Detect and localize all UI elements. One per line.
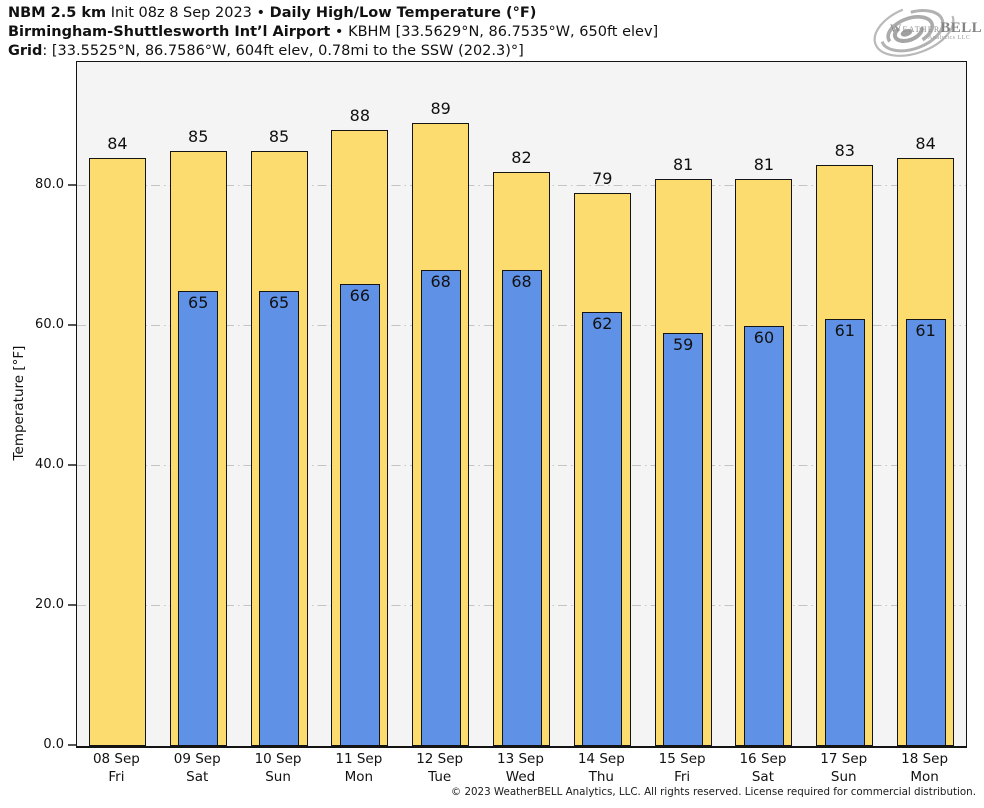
y-axis-title: Temperature [°F] (11, 345, 27, 461)
high-value-label: 89 (430, 98, 451, 118)
logo-subtitle: Analytics LLC (928, 35, 971, 41)
y-tick-label-40: 40.0 (35, 456, 64, 472)
high-value-label: 83 (834, 140, 855, 160)
low-bar: 68 (420, 269, 461, 746)
y-tick-20 (68, 604, 76, 606)
low-bar: 60 (743, 325, 784, 746)
x-tick-label: 09 Sep Sat (157, 750, 238, 786)
x-tick-label: 14 Sep Thu (561, 750, 642, 786)
high-value-label: 79 (592, 168, 613, 188)
y-tick-label-60: 60.0 (35, 316, 64, 332)
x-tick-day: Sun (265, 769, 291, 785)
high-value-label: 84 (107, 133, 128, 153)
x-tick-date: 10 Sep (254, 751, 302, 767)
x-tick-date: 12 Sep (416, 751, 464, 767)
x-tick-date: 11 Sep (335, 751, 383, 767)
plot-area: 84 85 65 85 65 88 66 89 68 82 68 79 62 81 59 81 60 83 61 84… (76, 61, 967, 748)
x-tick-label: 16 Sep Sat (723, 750, 804, 786)
low-value-label: 66 (349, 285, 371, 305)
low-value-label: 65 (268, 292, 290, 312)
station-details: • KBHM [33.5629°N, 86.7535°W, 650ft elev… (330, 24, 659, 40)
x-tick-date: 09 Sep (173, 751, 221, 767)
low-bar: 65 (178, 290, 219, 746)
x-tick-day: Tue (428, 769, 452, 785)
low-bar: 61 (824, 318, 865, 746)
x-tick-label: 12 Sep Tue (399, 750, 480, 786)
logo-bell-text: BELL (940, 20, 983, 36)
x-tick-day: Mon (910, 769, 939, 785)
high-value-label: 88 (349, 105, 371, 125)
high-value-label: 85 (268, 126, 290, 146)
low-value-label: 65 (188, 292, 209, 312)
x-tick-day: Sun (830, 769, 857, 785)
y-tick-60 (68, 324, 76, 326)
x-tick-date: 17 Sep (820, 751, 868, 767)
x-tick-day: Mon (344, 769, 374, 785)
y-tick-40 (68, 464, 76, 466)
station-name: Birmingham-Shuttlesworth Int’l Airport (8, 24, 331, 40)
x-tick-label: 08 Sep Fri (76, 750, 157, 786)
x-tick-date: 16 Sep (739, 751, 787, 767)
y-tick-80 (68, 184, 76, 186)
low-value-label: 68 (511, 271, 532, 291)
weatherbell-logo: WeatherBELL Analytics LLC (868, 2, 982, 58)
x-tick-label: 11 Sep Mon (318, 750, 399, 786)
x-tick-label: 13 Sep Wed (480, 750, 561, 786)
x-tick-day: Wed (505, 769, 536, 785)
high-value-label: 81 (672, 154, 694, 174)
low-value-label: 61 (915, 320, 936, 340)
title-line-3: Grid: [33.5525°N, 86.7586°W, 604ft elev,… (8, 42, 658, 61)
high-bar (88, 157, 146, 746)
low-bar: 65 (259, 290, 300, 746)
model-name: NBM 2.5 km (8, 5, 107, 21)
x-tick-date: 08 Sep (92, 751, 140, 767)
grid-details: : [33.5525°N, 86.7586°W, 604ft elev, 0.7… (42, 43, 524, 59)
logo-weather-text: Weather (890, 21, 941, 35)
x-tick-day: Sat (751, 769, 774, 785)
title-block: NBM 2.5 km Init 08z 8 Sep 2023 • Daily H… (8, 4, 658, 61)
logo-wordmark: WeatherBELL (890, 19, 982, 37)
low-bar: 61 (905, 318, 946, 746)
high-value-label: 82 (511, 147, 532, 167)
x-tick-day: Thu (588, 769, 614, 785)
y-tick-label-0: 0.0 (43, 737, 64, 752)
title-line-2: Birmingham-Shuttlesworth Int’l Airport •… (8, 23, 658, 42)
y-tick-label-20: 20.0 (35, 596, 64, 612)
grid-label: Grid (8, 43, 43, 59)
x-tick-date: 14 Sep (577, 751, 625, 767)
x-tick-date: 13 Sep (497, 751, 544, 767)
y-tick-0 (68, 744, 76, 746)
low-value-label: 61 (834, 320, 855, 340)
x-tick-date: 18 Sep (901, 751, 949, 767)
high-value-label: 81 (753, 154, 775, 174)
low-bar: 66 (339, 283, 380, 746)
title-line-1: NBM 2.5 km Init 08z 8 Sep 2023 • Daily H… (8, 4, 658, 23)
product-name: Daily High/Low Temperature (°F) (269, 5, 537, 21)
x-tick-date: 15 Sep (658, 751, 706, 767)
x-tick-label: 17 Sep Sun (803, 750, 884, 786)
hurricane-swirl-icon (873, 3, 955, 57)
low-value-label: 60 (753, 327, 775, 347)
low-value-label: 62 (592, 313, 613, 333)
high-value-label: 84 (915, 133, 936, 153)
x-tick-label: 15 Sep Fri (642, 750, 723, 786)
low-bar: 68 (501, 269, 542, 746)
x-tick-day: Fri (108, 769, 125, 785)
low-bar: 59 (663, 332, 704, 746)
low-bar: 62 (582, 311, 623, 746)
low-value-label: 68 (430, 271, 451, 291)
x-tick-label: 18 Sep Mon (884, 750, 965, 786)
x-tick-day: Sat (186, 769, 209, 785)
y-tick-label-80: 80.0 (35, 176, 64, 192)
init-time: Init 08z 8 Sep 2023 • (106, 5, 270, 21)
high-value-label: 85 (188, 126, 209, 146)
low-value-label: 59 (672, 334, 694, 354)
copyright-notice: © 2023 WeatherBELL Analytics, LLC. All r… (450, 786, 976, 798)
x-tick-label: 10 Sep Sun (238, 750, 319, 786)
x-tick-day: Fri (674, 769, 691, 785)
